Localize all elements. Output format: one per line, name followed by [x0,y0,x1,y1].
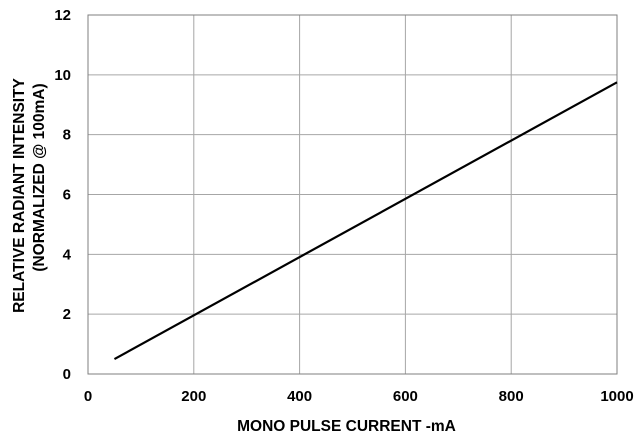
y-axis-label-line-1: RELATIVE RADIANT INTENSITY [11,77,28,312]
y-tick-label: 6 [63,187,71,204]
x-tick-label: 1000 [600,388,633,405]
y-tick-label: 2 [63,306,71,323]
x-tick-label: 800 [499,388,524,405]
y-tick-label: 12 [54,7,71,24]
x-tick-label: 600 [393,388,418,405]
x-tick-label: 200 [181,388,206,405]
x-axis-label: MONO PULSE CURRENT -mA [237,418,456,435]
x-tick-label: 400 [287,388,312,405]
series-group [113,81,618,361]
y-tick-label: 10 [54,67,71,84]
y-tick-labels: 0 2 4 6 8 10 12 [54,7,71,383]
y-tick-label: 4 [63,246,72,263]
series-line [113,81,618,361]
y-axis-label-line-2: (NORMALIZED @ 100mA) [31,83,48,271]
x-tick-label: 0 [84,388,92,405]
grid-lines [87,14,618,375]
plot-area-frame [87,14,618,375]
y-tick-label: 8 [63,127,71,144]
y-tick-label: 0 [63,366,71,383]
x-tick-labels: 0 200 400 600 800 1000 [84,388,634,405]
